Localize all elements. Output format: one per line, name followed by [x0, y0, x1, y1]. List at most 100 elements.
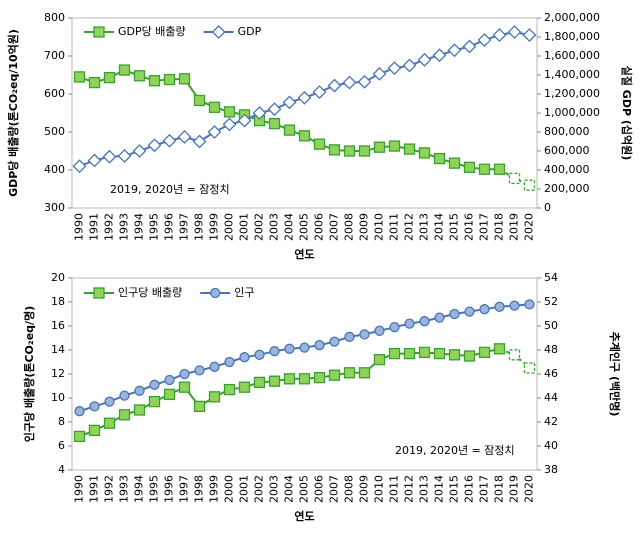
marker: [524, 299, 535, 310]
x-tick-label: 1991: [88, 213, 101, 241]
marker: [479, 304, 490, 315]
x-tick-label: 1993: [118, 475, 131, 503]
marker: [343, 367, 356, 379]
marker: [133, 404, 146, 416]
marker: [164, 374, 175, 386]
x-tick-label: 2004: [283, 213, 296, 241]
marker: [403, 347, 416, 360]
y-tick-label: 300: [44, 201, 65, 214]
marker: [88, 424, 101, 437]
x-tick-label: 2018: [493, 475, 506, 503]
marker: [283, 373, 296, 385]
x-tick-label: 2014: [433, 213, 446, 241]
marker: [253, 376, 266, 389]
marker: [268, 375, 281, 387]
x-tick-label: 2000: [223, 213, 236, 241]
marker: [493, 163, 506, 175]
marker: [72, 159, 87, 174]
marker: [284, 343, 295, 354]
x-tick-label: 2003: [268, 475, 281, 503]
marker: [478, 346, 491, 359]
marker: [298, 373, 311, 385]
marker: [508, 349, 521, 361]
x-tick-label: 2009: [358, 213, 371, 241]
marker: [508, 172, 521, 185]
x-tick-label: 2007: [328, 213, 341, 241]
marker: [448, 157, 461, 169]
marker: [418, 346, 431, 359]
marker: [464, 306, 475, 317]
marker: [162, 133, 177, 148]
marker: [507, 25, 522, 39]
y-axis-title: 인구당 배출량(톤CO₂eq/명): [22, 306, 36, 442]
x-tick-label: 2005: [298, 475, 311, 503]
x-tick-label: 2004: [283, 475, 296, 503]
x-tick-label: 2015: [448, 213, 461, 241]
marker: [419, 316, 430, 327]
marker: [523, 362, 536, 374]
marker: [254, 349, 265, 360]
marker: [403, 143, 416, 155]
marker: [93, 287, 105, 299]
marker: [210, 287, 221, 299]
marker: [494, 301, 505, 312]
marker: [148, 395, 161, 408]
marker: [388, 347, 401, 360]
marker: [224, 356, 235, 368]
marker: [118, 64, 131, 76]
marker: [282, 95, 297, 110]
x-tick-label: 2017: [478, 213, 491, 241]
y2-tick-label: 800,000: [544, 125, 590, 138]
marker: [208, 391, 221, 403]
marker: [433, 347, 446, 360]
y2-tick-label: 400,000: [544, 163, 590, 176]
y-tick-label: 14: [51, 343, 65, 356]
marker: [179, 368, 190, 380]
x-tick-label: 2008: [343, 213, 356, 241]
marker: [418, 147, 431, 159]
marker: [463, 161, 476, 173]
marker: [509, 300, 520, 311]
x-tick-label: 1996: [163, 213, 176, 241]
y2-tick-label: 52: [544, 295, 558, 308]
y-tick-label: 16: [51, 319, 65, 332]
marker: [359, 329, 370, 340]
x-tick-label: 2007: [328, 475, 341, 503]
x-tick-label: 1995: [148, 213, 161, 241]
x-tick-label: 1990: [73, 475, 86, 503]
legend-label: 인구당 배출량: [118, 286, 182, 299]
marker: [374, 325, 385, 336]
marker: [104, 396, 115, 407]
x-tick-label: 2011: [388, 213, 401, 241]
legend-label: GDP당 배출량: [118, 25, 186, 38]
y-tick-label: 8: [58, 415, 65, 428]
marker: [223, 106, 236, 118]
x-tick-label: 1990: [73, 213, 86, 241]
marker: [522, 28, 537, 43]
x-tick-label: 2018: [493, 213, 506, 241]
y-tick-label: 700: [44, 49, 65, 62]
x-tick-label: 2012: [403, 213, 416, 241]
marker: [328, 144, 341, 156]
x-tick-label: 2002: [253, 213, 266, 241]
x-tick-label: 2011: [388, 475, 401, 503]
y-tick-label: 600: [44, 87, 65, 100]
x-tick-label: 2016: [463, 475, 476, 503]
y-tick-label: 6: [58, 439, 65, 452]
marker: [103, 72, 116, 84]
marker: [344, 331, 355, 342]
marker: [492, 28, 507, 43]
x-tick-label: 2010: [373, 213, 386, 241]
marker: [103, 417, 116, 429]
marker: [283, 124, 296, 136]
x-tick-label: 1992: [103, 475, 116, 503]
y-tick-label: 800: [44, 11, 65, 24]
marker: [314, 340, 325, 351]
marker: [523, 179, 536, 191]
x-tick-label: 2003: [268, 213, 281, 241]
marker: [388, 140, 401, 152]
x-tick-label: 1998: [193, 475, 206, 503]
y2-tick-label: 40: [544, 439, 558, 452]
marker: [163, 388, 176, 401]
marker: [73, 430, 86, 443]
